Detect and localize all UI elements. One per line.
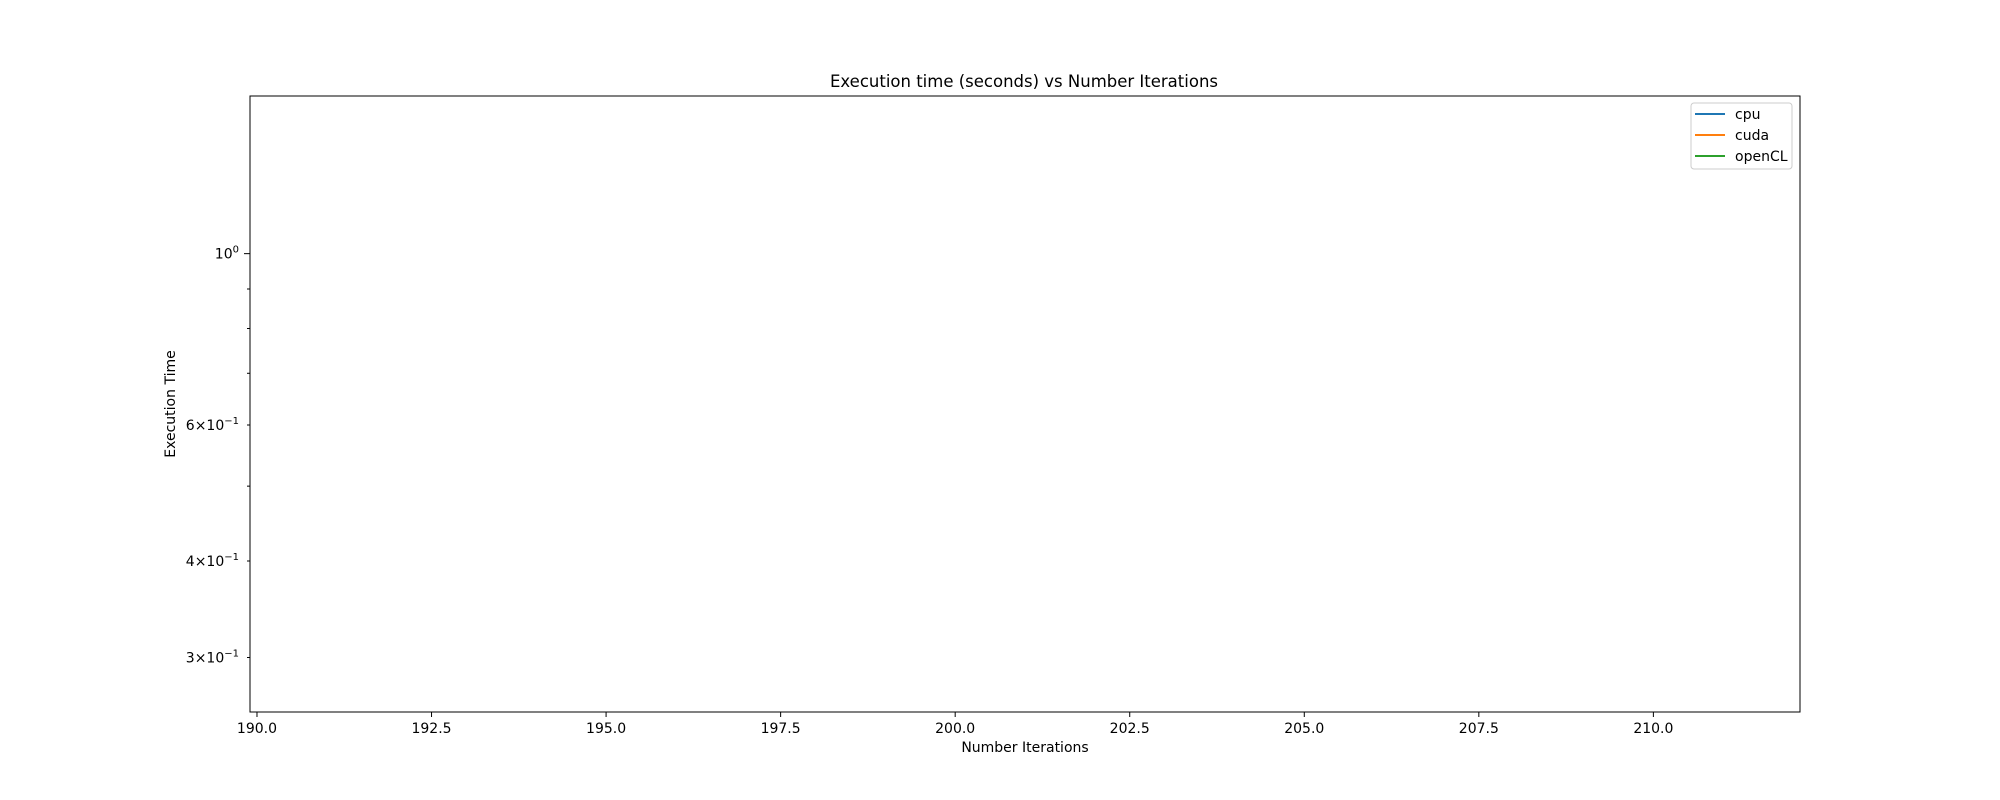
x-tick-label: 190.0 <box>237 721 277 737</box>
x-tick-label: 192.5 <box>411 721 451 737</box>
plot-area <box>249 95 1801 713</box>
legend-box <box>1690 102 1793 170</box>
y-axis: 100 3×10−1 4×10−1 6×10−1 <box>186 245 250 666</box>
legend-label-cpu: cpu <box>1735 107 1760 123</box>
legend-label-openCL: openCL <box>1735 149 1788 165</box>
x-tick-label: 200.0 <box>935 721 975 737</box>
x-tick-label: 197.5 <box>761 721 801 737</box>
y-tick-label: 3×10−1 <box>186 648 239 666</box>
y-axis-label: Execution Time <box>163 350 179 457</box>
legend-label-cuda: cuda <box>1735 128 1769 144</box>
x-tick-label: 202.5 <box>1110 721 1150 737</box>
x-tick-label: 205.0 <box>1284 721 1324 737</box>
y-tick-label: 4×10−1 <box>186 552 239 570</box>
chart-title: Execution time (seconds) vs Number Itera… <box>830 72 1218 91</box>
y-tick-label: 100 <box>215 245 239 263</box>
x-axis: 190.0 192.5 195.0 197.5 200.0 202.5 205.0 207.5… <box>237 712 1673 737</box>
x-tick-label: 195.0 <box>586 721 626 737</box>
x-tick-label: 210.0 <box>1633 721 1673 737</box>
x-tick-label: 207.5 <box>1459 721 1499 737</box>
x-axis-label: Number Iterations <box>961 740 1088 756</box>
legend: cpu cuda openCL <box>1690 102 1793 170</box>
y-tick-label: 6×10−1 <box>186 416 239 434</box>
